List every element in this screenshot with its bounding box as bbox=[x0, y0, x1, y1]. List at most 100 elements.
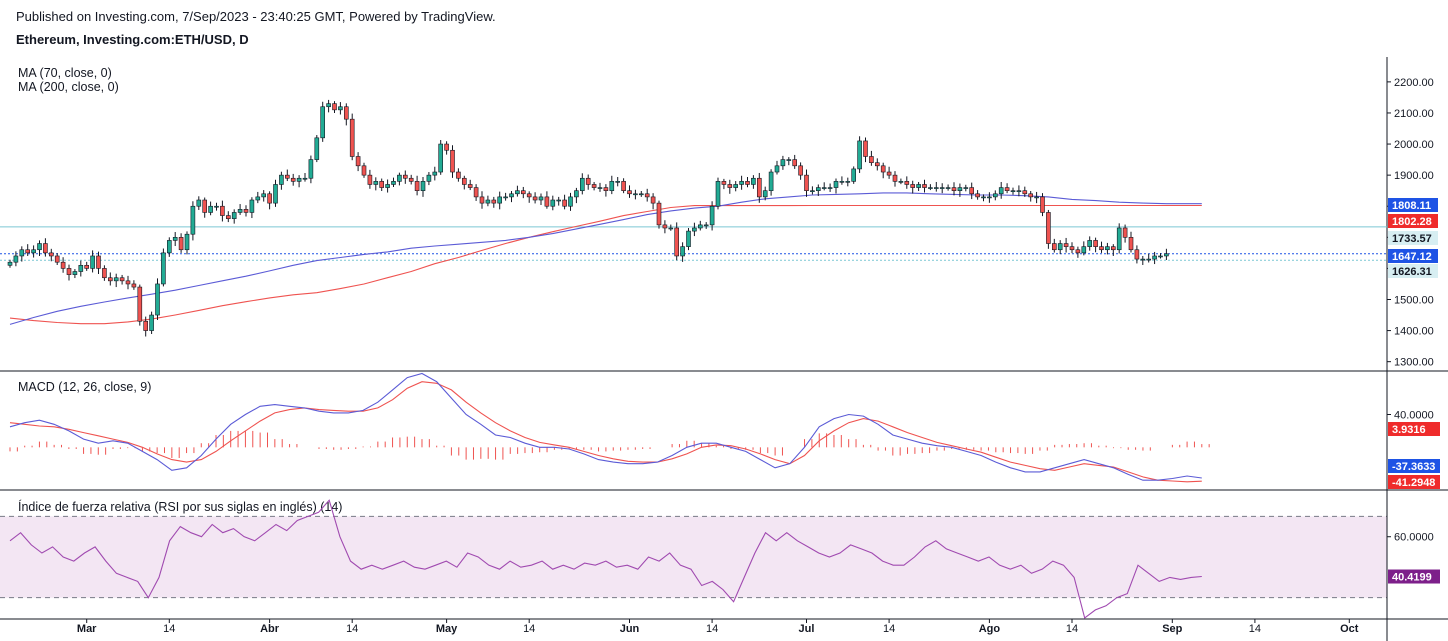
candle[interactable] bbox=[1128, 237, 1134, 251]
candle[interactable] bbox=[821, 187, 827, 189]
candle[interactable] bbox=[609, 181, 615, 191]
candle[interactable] bbox=[438, 143, 444, 173]
candle[interactable] bbox=[119, 277, 125, 282]
candle[interactable] bbox=[1122, 227, 1128, 238]
candle[interactable] bbox=[1081, 246, 1087, 254]
candle[interactable] bbox=[78, 264, 84, 272]
candle[interactable] bbox=[450, 149, 455, 173]
candle[interactable] bbox=[1099, 246, 1104, 251]
candle[interactable] bbox=[184, 233, 190, 251]
candle[interactable] bbox=[933, 187, 939, 189]
candle[interactable] bbox=[886, 171, 892, 176]
candle[interactable] bbox=[792, 159, 798, 167]
candle[interactable] bbox=[621, 181, 626, 191]
candle[interactable] bbox=[987, 196, 992, 199]
candle[interactable] bbox=[562, 199, 567, 207]
candle[interactable] bbox=[461, 177, 467, 185]
candle[interactable] bbox=[338, 106, 343, 111]
candle[interactable] bbox=[963, 187, 969, 189]
candle[interactable] bbox=[214, 205, 219, 208]
candle[interactable] bbox=[1075, 249, 1081, 254]
candle[interactable] bbox=[1052, 243, 1057, 251]
candle[interactable] bbox=[662, 224, 668, 229]
candle[interactable] bbox=[1158, 255, 1163, 258]
candle[interactable] bbox=[314, 137, 320, 160]
candle[interactable] bbox=[332, 103, 337, 111]
candle[interactable] bbox=[267, 193, 272, 204]
candle[interactable] bbox=[226, 215, 231, 219]
candle[interactable] bbox=[774, 165, 780, 173]
candle[interactable] bbox=[456, 171, 461, 179]
candle[interactable] bbox=[167, 240, 172, 254]
candle[interactable] bbox=[1093, 240, 1098, 247]
candle[interactable] bbox=[638, 193, 644, 196]
candle[interactable] bbox=[520, 190, 526, 195]
candle[interactable] bbox=[910, 184, 916, 188]
candle[interactable] bbox=[243, 209, 249, 213]
candle[interactable] bbox=[1111, 246, 1116, 251]
candle[interactable] bbox=[1022, 190, 1028, 195]
candle[interactable] bbox=[326, 103, 331, 108]
candle[interactable] bbox=[408, 177, 414, 182]
candle[interactable] bbox=[190, 205, 196, 235]
candle[interactable] bbox=[479, 196, 485, 204]
candle[interactable] bbox=[367, 174, 373, 185]
candle[interactable] bbox=[939, 187, 945, 189]
candle[interactable] bbox=[544, 196, 550, 207]
candle[interactable] bbox=[568, 196, 573, 207]
candle[interactable] bbox=[1146, 258, 1151, 261]
candle[interactable] bbox=[31, 249, 36, 254]
candle[interactable] bbox=[892, 174, 898, 182]
candle[interactable] bbox=[1116, 227, 1122, 251]
candle[interactable] bbox=[125, 280, 131, 285]
candle[interactable] bbox=[249, 199, 255, 213]
candle[interactable] bbox=[827, 187, 833, 189]
candle[interactable] bbox=[1152, 255, 1157, 260]
candle[interactable] bbox=[1164, 253, 1169, 257]
candle[interactable] bbox=[945, 187, 951, 189]
candle[interactable] bbox=[172, 237, 178, 241]
candle[interactable] bbox=[916, 184, 921, 188]
candle[interactable] bbox=[863, 140, 868, 157]
candle[interactable] bbox=[709, 205, 715, 226]
candle[interactable] bbox=[426, 174, 432, 182]
candle[interactable] bbox=[361, 165, 367, 176]
candle[interactable] bbox=[975, 193, 980, 198]
candle[interactable] bbox=[674, 227, 680, 257]
candle[interactable] bbox=[102, 268, 107, 279]
candle[interactable] bbox=[898, 181, 904, 183]
candle[interactable] bbox=[379, 181, 385, 188]
candle[interactable] bbox=[833, 181, 839, 188]
candle[interactable] bbox=[43, 243, 48, 254]
candle[interactable] bbox=[981, 196, 986, 199]
candle[interactable] bbox=[969, 187, 975, 195]
candle[interactable] bbox=[302, 177, 308, 180]
candle[interactable] bbox=[284, 174, 290, 179]
candle[interactable] bbox=[810, 190, 815, 192]
candle[interactable] bbox=[149, 314, 154, 331]
candle[interactable] bbox=[680, 246, 685, 257]
candle[interactable] bbox=[1057, 243, 1063, 251]
candle[interactable] bbox=[992, 193, 998, 198]
candle[interactable] bbox=[1040, 196, 1045, 213]
candle[interactable] bbox=[54, 255, 60, 263]
candle[interactable] bbox=[857, 140, 862, 170]
candle[interactable] bbox=[261, 193, 267, 198]
candle[interactable] bbox=[597, 187, 603, 189]
candle[interactable] bbox=[1028, 193, 1033, 198]
candle[interactable] bbox=[497, 196, 503, 204]
candle[interactable] bbox=[444, 143, 449, 151]
candle[interactable] bbox=[1016, 190, 1022, 192]
candle[interactable] bbox=[414, 181, 420, 191]
candle[interactable] bbox=[320, 106, 326, 139]
candle[interactable] bbox=[515, 190, 520, 195]
candle[interactable] bbox=[1069, 246, 1075, 251]
candle[interactable] bbox=[96, 255, 101, 269]
candle[interactable] bbox=[90, 255, 95, 269]
candle[interactable] bbox=[1134, 249, 1140, 260]
candle[interactable] bbox=[373, 181, 379, 185]
candle[interactable] bbox=[579, 177, 585, 191]
candle[interactable] bbox=[308, 159, 314, 179]
candle[interactable] bbox=[922, 184, 927, 188]
candle[interactable] bbox=[733, 184, 739, 188]
